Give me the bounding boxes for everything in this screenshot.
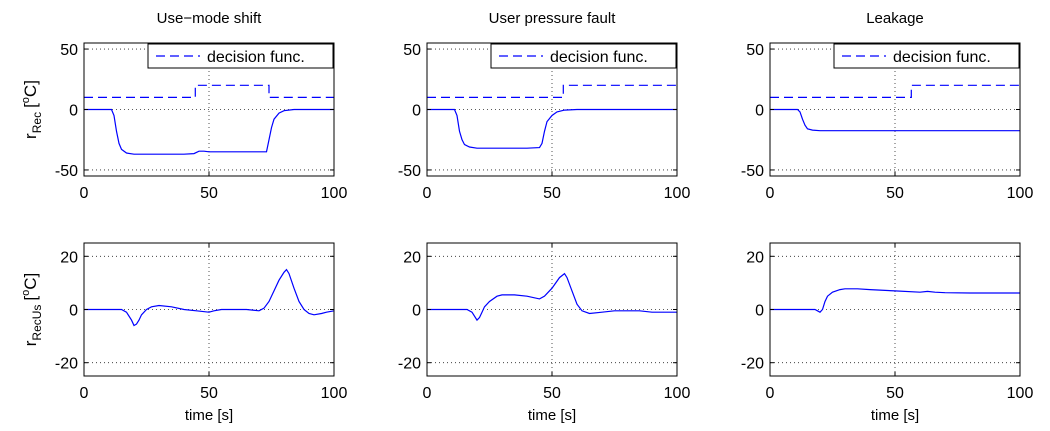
x-tick-label: 0	[80, 385, 89, 402]
y-axis-label-part: o	[20, 290, 32, 296]
y-tick-label: -50	[741, 163, 764, 180]
x-tick-label: 50	[886, 385, 904, 402]
x-tick-label: 0	[766, 385, 775, 402]
x-axis-label: time [s]	[528, 407, 576, 424]
legend-label: decision func.	[207, 49, 305, 66]
residual-line	[84, 268, 335, 327]
x-tick-label: 0	[80, 185, 89, 202]
y-tick-label: 20	[746, 249, 764, 266]
x-tick-label: 0	[423, 185, 432, 202]
legend: decision func.	[833, 43, 1020, 69]
y-tick-label: -50	[398, 163, 421, 180]
x-tick-label: 50	[886, 185, 904, 202]
decision-function-line	[770, 84, 1020, 99]
panel-title: Use−mode shift	[157, 10, 262, 27]
y-axis-label-part: Rec	[30, 112, 44, 133]
y-axis-label-part: r	[21, 340, 40, 346]
y-tick-label: 0	[69, 303, 78, 320]
y-axis-label-part: [	[21, 296, 40, 301]
y-axis-label-part: RecUs	[30, 305, 44, 341]
x-tick-label: 100	[321, 385, 348, 402]
y-tick-label: 20	[403, 249, 421, 266]
residual-line	[770, 108, 1020, 132]
legend: decision func.	[490, 43, 677, 69]
y-axis-label: rRec [oC]	[20, 80, 44, 139]
panel-title: User pressure fault	[489, 10, 617, 27]
x-axis-label: time [s]	[185, 407, 233, 424]
x-axis-label: time [s]	[871, 407, 919, 424]
x-tick-label: 50	[200, 385, 218, 402]
x-tick-label: 100	[664, 185, 691, 202]
legend: decision func.	[147, 43, 334, 69]
y-axis-label-part: o	[20, 97, 32, 103]
legend-label: decision func.	[893, 49, 991, 66]
y-tick-label: 50	[746, 42, 764, 59]
x-tick-label: 50	[200, 185, 218, 202]
y-tick-label: 50	[60, 42, 78, 59]
y-tick-label: -50	[55, 163, 78, 180]
y-tick-label: 0	[755, 303, 764, 320]
y-tick-label: -20	[55, 356, 78, 373]
decision-function-line	[84, 84, 334, 99]
x-tick-label: 100	[1007, 185, 1034, 202]
x-tick-label: 50	[543, 185, 561, 202]
residual-line	[770, 288, 1020, 313]
residual-line	[427, 108, 677, 149]
panel-title: Leakage	[866, 10, 924, 27]
y-tick-label: 0	[412, 303, 421, 320]
y-tick-label: 0	[755, 103, 764, 120]
x-tick-label: 50	[543, 385, 561, 402]
y-tick-label: 0	[412, 103, 421, 120]
x-tick-label: 100	[1007, 385, 1034, 402]
x-tick-label: 100	[664, 385, 691, 402]
y-tick-label: -20	[741, 356, 764, 373]
y-tick-label: 0	[69, 103, 78, 120]
residual-line	[84, 108, 334, 155]
y-axis-label-part: r	[21, 133, 40, 139]
y-axis-label: rRecUs [oC]	[20, 273, 44, 347]
residual-line	[427, 272, 677, 322]
y-axis-label-part: C]	[21, 273, 40, 290]
decision-function-line	[427, 84, 677, 99]
x-tick-label: 0	[766, 185, 775, 202]
x-tick-label: 100	[321, 185, 348, 202]
x-tick-label: 0	[423, 385, 432, 402]
y-tick-label: -20	[398, 356, 421, 373]
y-axis-label-part: C]	[21, 80, 40, 97]
y-tick-label: 20	[60, 249, 78, 266]
y-tick-label: 50	[403, 42, 421, 59]
y-axis-label-part: [	[21, 103, 40, 108]
legend-label: decision func.	[550, 49, 648, 66]
